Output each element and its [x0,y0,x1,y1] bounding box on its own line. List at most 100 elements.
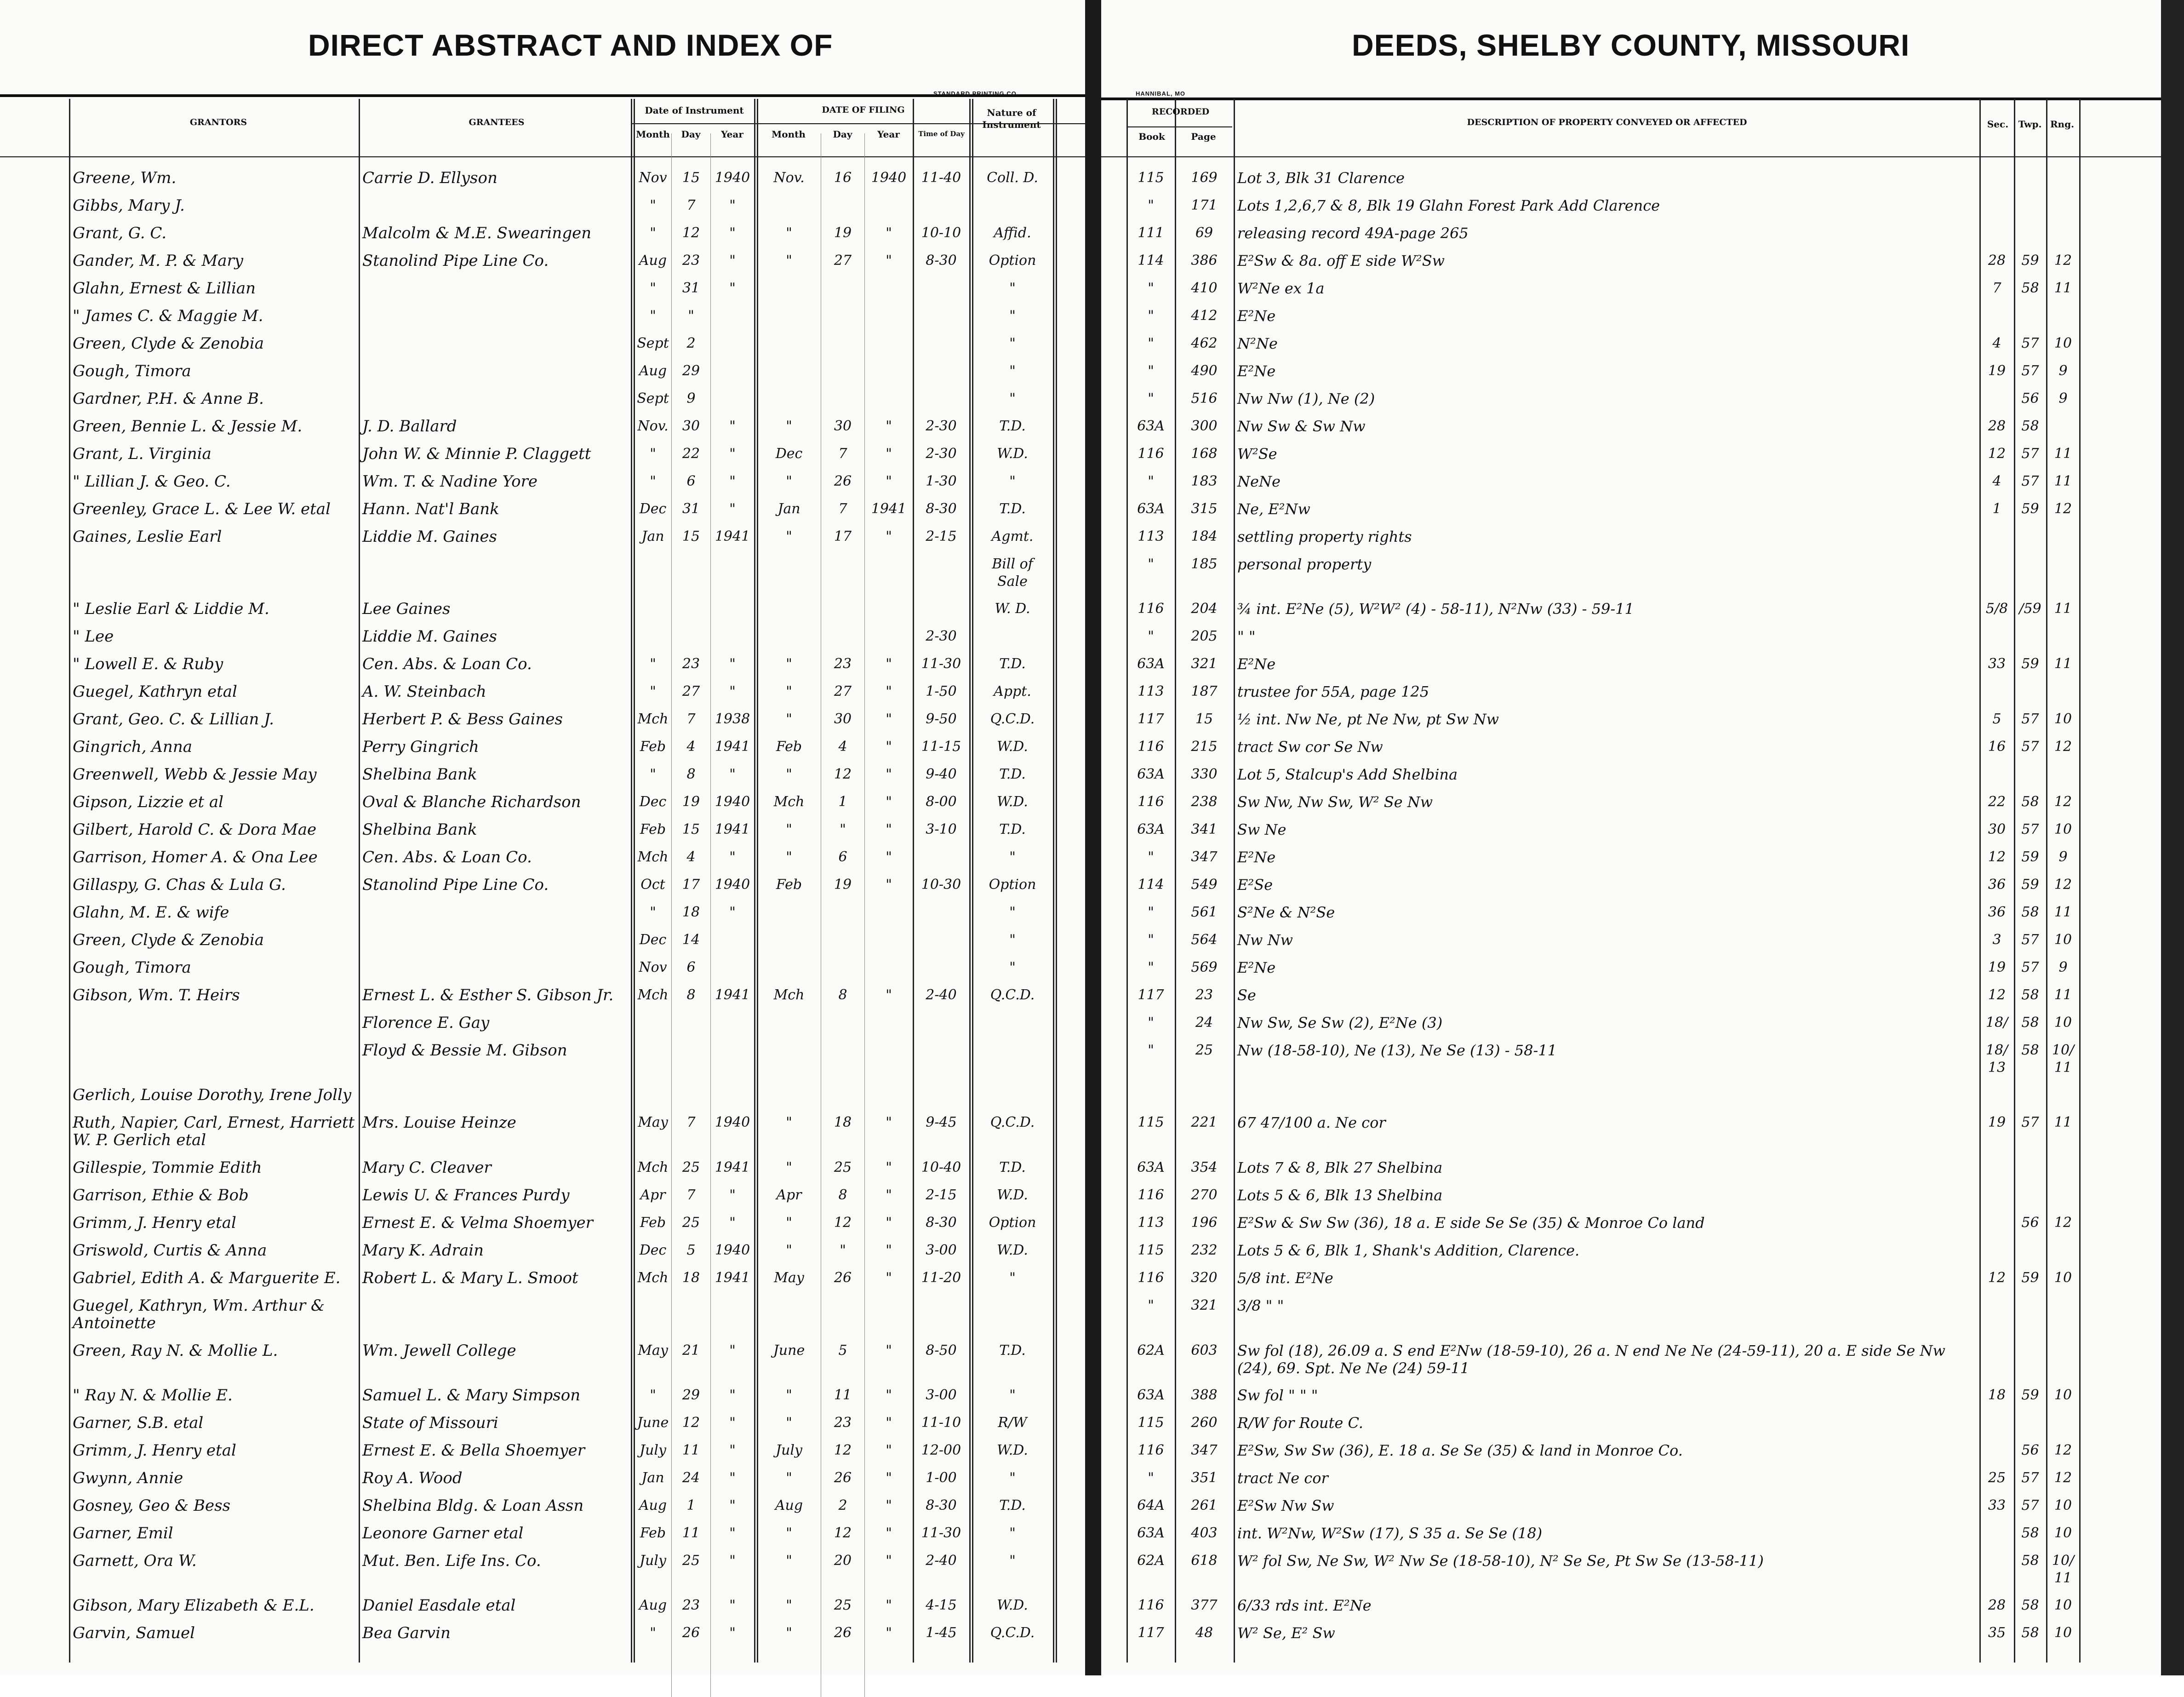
rule-line [1126,126,1232,127]
page-cell: 516 [1191,390,1218,407]
ledger-row: Grant, Geo. C. & Lillian J. Herbert P. & … [0,711,2184,728]
instrument-day-cell: 25 [682,1553,700,1569]
filing-day-cell: 12 [834,1215,852,1231]
grantor-cell: Grant, Geo. C. & Lillian J. [73,710,274,728]
book-cell: " [1148,280,1154,296]
ledger-row: Gough, Timora Aug 29 " " 490 E²Ne 19 57 9 [0,362,2184,380]
instrument-month-cell: May [638,1114,668,1130]
page-cell: 232 [1191,1242,1218,1258]
filing-time-cell: 8-30 [926,252,957,269]
township-cell: 57 [2021,739,2039,755]
filing-year-cell: " [886,1215,892,1231]
instrument-day-cell: 18 [682,904,700,920]
range-cell: 12 [2054,794,2072,810]
book-cell: 115 [1138,1114,1164,1130]
range-cell: 10 [2054,932,2072,948]
instrument-day-cell: 30 [682,418,700,434]
instrument-month-cell: " [650,446,656,462]
instrument-month-cell: " [650,904,656,920]
description-cell: E²Sw Nw Sw [1237,1497,1334,1514]
range-cell: 12 [2054,877,2072,893]
page-cell: 184 [1191,528,1218,545]
township-cell: 58 [2021,794,2039,810]
description-cell: E²Ne [1237,362,1276,380]
grantee-cell: Mary C. Cleaver [362,1158,492,1177]
rule-line [2046,99,2047,1663]
ledger-row: Greenley, Grace L. & Lee W. etal Hann. Na… [0,500,2184,518]
township-cell: 58 [2021,1525,2039,1541]
date-of-instrument-header: Date of Instrument [645,105,744,116]
right-page-title: DEEDS, SHELBY COUNTY, MISSOURI [1352,28,1910,62]
grantor-cell: " Ray N. & Mollie E. [73,1386,233,1405]
ledger-row: Glahn, Ernest & Lillian " 31 " " " 410 W²Ne ex … [0,280,2184,298]
book-cell: " [1148,363,1154,379]
ledger-row: Green, Bennie L. & Jessie M. J. D. Ballar… [0,418,2184,436]
recorded-header: Recorded [1151,107,1210,117]
grantor-cell: Gander, M. P. & Mary [73,252,243,270]
range-cell: 10 [2054,335,2072,351]
rule-line [671,133,672,1697]
description-cell: Lots 5 & 6, Blk 13 Shelbina [1237,1187,1443,1204]
grantee-cell: Samuel L. & Mary Simpson [362,1386,581,1405]
date-of-filing-header: Date of Filing [822,105,905,115]
book-cell: 113 [1138,683,1164,699]
description-cell: R/W for Route C. [1237,1414,1363,1432]
filing-month-cell: " [786,252,792,269]
book-cell: " [1148,335,1154,351]
filing-day-cell: 27 [834,683,852,699]
instrument-day-cell: 8 [686,987,696,1003]
filing-time-cell: 1-30 [926,473,957,489]
filing-day-cell: 23 [834,656,852,672]
range-cell: 10 [2054,1270,2072,1286]
filing-day-cell: 30 [834,711,852,727]
page-cell: 561 [1191,904,1218,920]
filing-time-cell: 10-40 [921,1159,961,1175]
township-cell: 58 [2021,1625,2039,1641]
filing-month-cell: " [786,849,792,865]
nature-of-instrument-cell: T.D. [999,418,1026,434]
ledger-row: Floyd & Bessie M. Gibson " 25 Nw (18-58-10)… [0,1042,2184,1077]
section-cell: 35 [1988,1625,2006,1641]
ledger-row: Bill of Sale " 185 personal property [0,556,2184,591]
section-cell: 36 [1988,904,2006,920]
instrument-year-cell: " [729,656,736,672]
description-cell: Se [1237,986,1256,1004]
description-cell: S²Ne & N²Se [1237,904,1335,921]
filing-time-cell: 3-10 [926,821,957,837]
instrument-day-cell: 7 [686,1187,696,1203]
description-cell: Nw Nw [1237,931,1293,949]
filing-day-cell: 18 [834,1114,852,1130]
ledger-row: Griswold, Curtis & Anna Mary K. Adrain Dec… [0,1242,2184,1260]
description-cell: E²Sw & 8a. off E side W²Sw [1237,252,1445,269]
description-cell: E²Ne [1237,307,1276,325]
filing-month-cell: May [774,1270,804,1286]
filing-year-cell: " [886,794,892,810]
filing-day-cell: " [840,821,846,837]
grantor-cell: Gilbert, Harold C. & Dora Mae [73,820,317,839]
description-cell: Lot 3, Blk 31 Clarence [1237,169,1405,187]
grantor-cell: Gerlich, Louise Dorothy, Irene Jolly [73,1086,352,1104]
nature-of-instrument-cell: T.D. [999,1159,1026,1175]
filing-month-cell: Apr [776,1187,802,1203]
range-cell: 12 [2054,1470,2072,1486]
filing-year-cell: " [886,683,892,699]
township-cell: 58 [2021,1042,2039,1058]
rule-line [69,99,70,1663]
grantee-cell: Florence E. Gay [362,1014,490,1032]
instrument-month-cell: Jan [641,528,664,545]
filing-month-cell: " [786,1242,792,1258]
filing-month-cell: " [786,1387,792,1403]
township-cell: 58 [2021,987,2039,1003]
instrument-month-cell: Sept [637,335,669,351]
page-cell: 403 [1191,1525,1218,1541]
range-cell: 10/11 [2052,1553,2075,1586]
rule-line [1101,156,2161,157]
time-of-day-header: Time of Day [918,130,965,138]
instrument-month-cell: " [650,683,656,699]
description-cell: W²Ne ex 1a [1237,280,1325,297]
grantor-cell: Garrison, Ethie & Bob [73,1186,249,1204]
book-cell: 113 [1138,528,1164,545]
grantee-cell: Lewis U. & Frances Purdy [362,1186,570,1204]
filing-month-cell: " [786,1625,792,1641]
filing-time-cell: 2-30 [926,418,957,434]
